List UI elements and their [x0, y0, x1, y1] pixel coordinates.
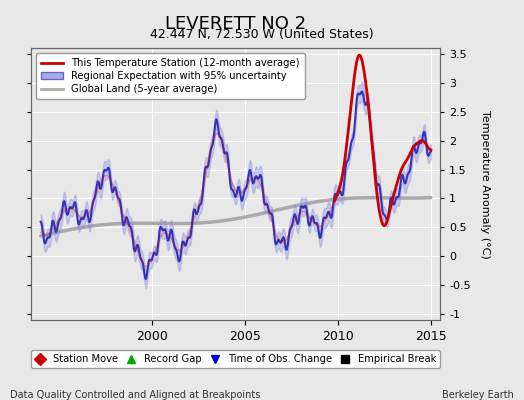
- Y-axis label: Temperature Anomaly (°C): Temperature Anomaly (°C): [481, 110, 490, 258]
- Text: Berkeley Earth: Berkeley Earth: [442, 390, 514, 400]
- Text: 42.447 N, 72.530 W (United States): 42.447 N, 72.530 W (United States): [150, 28, 374, 41]
- Text: Data Quality Controlled and Aligned at Breakpoints: Data Quality Controlled and Aligned at B…: [10, 390, 261, 400]
- Legend: Station Move, Record Gap, Time of Obs. Change, Empirical Break: Station Move, Record Gap, Time of Obs. C…: [31, 350, 441, 368]
- Title: LEVERETT NO 2: LEVERETT NO 2: [165, 14, 307, 32]
